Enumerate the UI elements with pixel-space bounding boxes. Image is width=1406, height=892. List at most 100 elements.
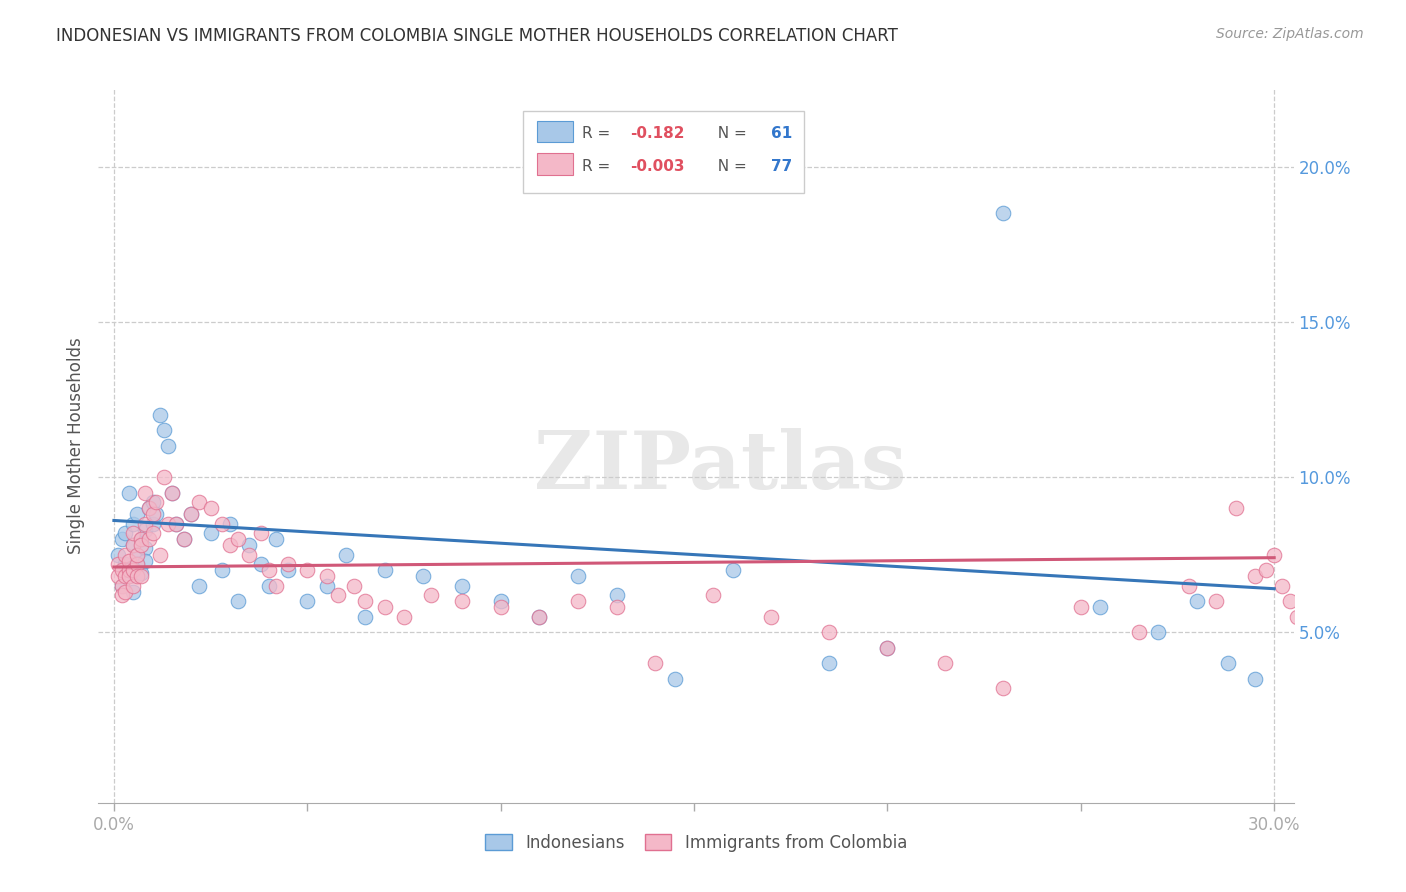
Point [529, 609, 551, 624]
Point [145, 508, 167, 522]
Bar [537, 120, 572, 142]
Point [818, 656, 841, 670]
Point [134, 541, 156, 556]
Text: 77: 77 [772, 159, 793, 174]
Point [335, 548, 357, 562]
Point [934, 656, 956, 670]
Point [180, 508, 202, 522]
Point [354, 594, 377, 608]
Point [606, 600, 628, 615]
Point [111, 532, 134, 546]
Point [257, 579, 280, 593]
Point [188, 579, 211, 593]
Point [702, 588, 724, 602]
Point [1070, 600, 1092, 615]
Point [250, 557, 273, 571]
Point [111, 563, 134, 577]
Point [145, 495, 167, 509]
Point [173, 532, 195, 546]
Y-axis label: Single Mother Households: Single Mother Households [66, 338, 84, 554]
Point [142, 495, 165, 509]
Point [114, 569, 136, 583]
Point [1294, 516, 1316, 531]
Point [277, 563, 299, 577]
Point [134, 554, 156, 568]
Text: Source: ZipAtlas.com: Source: ZipAtlas.com [1216, 27, 1364, 41]
Point [142, 508, 165, 522]
Point [451, 594, 474, 608]
Point [122, 538, 145, 552]
Point [1205, 594, 1227, 608]
Point [250, 525, 273, 540]
Text: R =: R = [582, 159, 616, 174]
Point [129, 566, 152, 581]
Point [118, 569, 141, 583]
Point [118, 569, 141, 583]
Point [114, 557, 136, 571]
Point [420, 588, 443, 602]
Point [226, 532, 249, 546]
Point [118, 563, 141, 577]
Point [160, 485, 183, 500]
Point [238, 538, 260, 552]
Point [277, 557, 299, 571]
Text: -0.003: -0.003 [630, 159, 685, 174]
Text: -0.182: -0.182 [630, 126, 685, 141]
Point [1178, 579, 1201, 593]
Point [153, 470, 176, 484]
Point [138, 501, 160, 516]
Point [328, 588, 350, 602]
Point [876, 640, 898, 655]
Point [211, 516, 233, 531]
Point [451, 579, 474, 593]
Point [489, 594, 512, 608]
Point [211, 563, 233, 577]
Point [1243, 672, 1265, 686]
Point [114, 584, 136, 599]
Point [266, 579, 288, 593]
Point [165, 516, 187, 531]
Point [134, 485, 156, 500]
Point [122, 516, 145, 531]
Point [297, 594, 319, 608]
Point [134, 523, 156, 537]
Point [118, 485, 141, 500]
Text: R =: R = [582, 126, 616, 141]
FancyBboxPatch shape [523, 111, 804, 193]
Text: N =: N = [709, 126, 752, 141]
Point [1147, 625, 1170, 640]
Point [129, 569, 152, 583]
Point [993, 681, 1015, 695]
Point [226, 594, 249, 608]
Point [1286, 609, 1309, 624]
Point [122, 525, 145, 540]
Point [606, 588, 628, 602]
Point [200, 501, 222, 516]
Point [219, 538, 242, 552]
Point [818, 625, 841, 640]
Point [219, 516, 242, 531]
Point [149, 408, 172, 422]
Text: INDONESIAN VS IMMIGRANTS FROM COLOMBIA SINGLE MOTHER HOUSEHOLDS CORRELATION CHAR: INDONESIAN VS IMMIGRANTS FROM COLOMBIA S… [56, 27, 898, 45]
Point [142, 516, 165, 531]
Point [107, 569, 129, 583]
Point [173, 532, 195, 546]
Point [127, 557, 149, 571]
Text: N =: N = [709, 159, 752, 174]
Point [114, 525, 136, 540]
Point [266, 532, 288, 546]
Point [529, 609, 551, 624]
Legend: Indonesians, Immigrants from Colombia: Indonesians, Immigrants from Colombia [478, 828, 914, 859]
Point [138, 501, 160, 516]
Point [107, 557, 129, 571]
Point [1278, 594, 1301, 608]
Point [129, 532, 152, 546]
Point [111, 579, 134, 593]
Point [1263, 548, 1285, 562]
Point [149, 548, 172, 562]
Point [188, 495, 211, 509]
Point [129, 538, 152, 552]
Point [118, 554, 141, 568]
Point [1271, 579, 1294, 593]
Point [374, 563, 396, 577]
